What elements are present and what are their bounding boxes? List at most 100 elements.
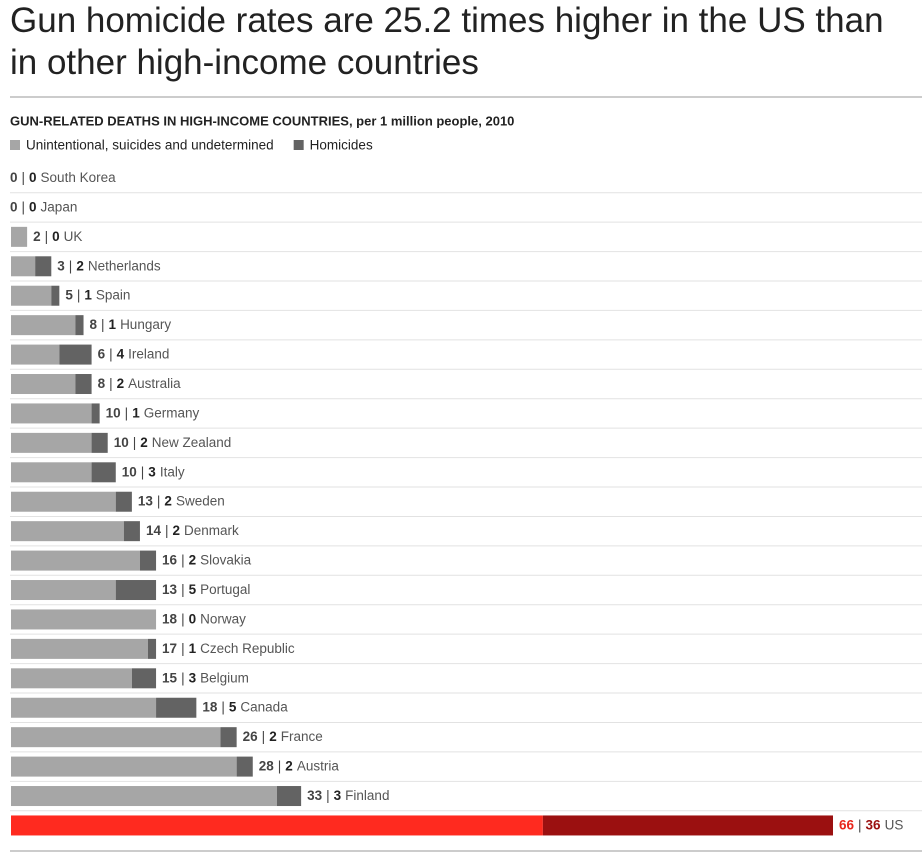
- bar: [115, 491, 132, 512]
- bar-label: 10 | 2 New Zealand: [114, 434, 232, 449]
- value-label: 5: [65, 287, 73, 302]
- separator: |: [109, 376, 113, 391]
- legend-label: Homicides: [310, 138, 373, 153]
- bar: [75, 374, 92, 395]
- category-label: South Korea: [41, 170, 117, 185]
- value-label: 1: [132, 405, 140, 420]
- value-label: 8: [90, 317, 98, 332]
- bar: [156, 697, 197, 718]
- value-label: 18: [162, 611, 178, 626]
- category-label: Portugal: [200, 582, 250, 597]
- bar: [11, 668, 132, 689]
- value-label: 36: [866, 817, 882, 832]
- category-label: Hungary: [120, 317, 171, 332]
- bar: [542, 815, 833, 836]
- bar: [11, 521, 124, 542]
- value-label: 18: [202, 699, 218, 714]
- value-label: 2: [269, 729, 277, 744]
- bar: [91, 462, 116, 483]
- chart-subtitle: GUN-RELATED DEATHS IN HIGH-INCOME COUNTR…: [10, 113, 514, 128]
- bar: [11, 256, 36, 277]
- bar: [11, 344, 60, 365]
- category-label: Czech Republic: [200, 640, 295, 655]
- bar-label: 66 | 36 US: [839, 817, 903, 832]
- category-label: Netherlands: [88, 258, 161, 273]
- category-label: Austria: [297, 758, 340, 773]
- value-label: 5: [189, 582, 197, 597]
- bar: [11, 432, 92, 453]
- category-label: Australia: [128, 376, 181, 391]
- value-label: 14: [146, 523, 162, 538]
- bar: [51, 285, 60, 306]
- value-label: 13: [138, 493, 154, 508]
- bar: [11, 403, 92, 424]
- category-label: US: [885, 817, 904, 832]
- separator: |: [45, 228, 49, 243]
- value-label: 1: [109, 317, 117, 332]
- value-label: 1: [84, 287, 92, 302]
- category-label: Germany: [144, 405, 200, 420]
- separator: |: [22, 199, 26, 214]
- value-label: 2: [33, 228, 41, 243]
- value-label: 2: [76, 258, 84, 273]
- separator: |: [181, 611, 185, 626]
- bar: [11, 609, 157, 630]
- bar-label: 2 | 0 UK: [33, 228, 82, 243]
- category-label: UK: [64, 228, 83, 243]
- value-label: 0: [10, 170, 18, 185]
- bar: [11, 697, 157, 718]
- bar-label: 13 | 5 Portugal: [162, 582, 250, 597]
- bar: [123, 521, 140, 542]
- bar: [59, 344, 92, 365]
- value-label: 66: [839, 817, 855, 832]
- bar: [139, 550, 157, 571]
- legend-swatch: [10, 140, 20, 150]
- bar-label: 13 | 2 Sweden: [138, 493, 225, 508]
- separator: |: [262, 729, 266, 744]
- value-label: 13: [162, 582, 178, 597]
- bar-label: 3 | 2 Netherlands: [57, 258, 161, 273]
- bar: [236, 756, 253, 777]
- bar: [11, 815, 543, 836]
- separator: |: [125, 405, 129, 420]
- bar-label: 6 | 4 Ireland: [98, 346, 170, 361]
- category-label: Finland: [345, 788, 389, 803]
- category-label: Belgium: [200, 670, 249, 685]
- bar: [11, 226, 28, 247]
- value-label: 2: [172, 523, 180, 538]
- bar: [276, 786, 302, 807]
- separator: |: [69, 258, 73, 273]
- value-label: 1: [189, 640, 197, 655]
- category-label: Denmark: [184, 523, 239, 538]
- value-label: 3: [189, 670, 197, 685]
- bar-label: 10 | 1 Germany: [106, 405, 200, 420]
- bar-label: 0 | 0 Japan: [10, 199, 77, 214]
- value-label: 2: [164, 493, 172, 508]
- separator: |: [157, 493, 161, 508]
- separator: |: [141, 464, 145, 479]
- bar-label: 18 | 5 Canada: [202, 699, 288, 714]
- bar: [11, 374, 76, 395]
- bar-label: 33 | 3 Finland: [307, 788, 389, 803]
- bar: [115, 580, 157, 601]
- bar-label: 5 | 1 Spain: [65, 287, 130, 302]
- value-label: 0: [29, 170, 37, 185]
- bar-label: 26 | 2 France: [243, 729, 323, 744]
- value-label: 0: [189, 611, 197, 626]
- legend-label: Unintentional, suicides and undetermined: [26, 138, 274, 153]
- bar: [11, 462, 92, 483]
- bar: [75, 315, 84, 336]
- category-label: Norway: [200, 611, 246, 626]
- bar: [131, 668, 157, 689]
- separator: |: [181, 582, 185, 597]
- value-label: 3: [334, 788, 342, 803]
- value-label: 16: [162, 552, 178, 567]
- category-label: Ireland: [128, 346, 169, 361]
- bar-label: 16 | 2 Slovakia: [162, 552, 252, 567]
- separator: |: [326, 788, 330, 803]
- separator: |: [165, 523, 169, 538]
- value-label: 26: [243, 729, 259, 744]
- category-label: Spain: [96, 287, 131, 302]
- separator: |: [221, 699, 225, 714]
